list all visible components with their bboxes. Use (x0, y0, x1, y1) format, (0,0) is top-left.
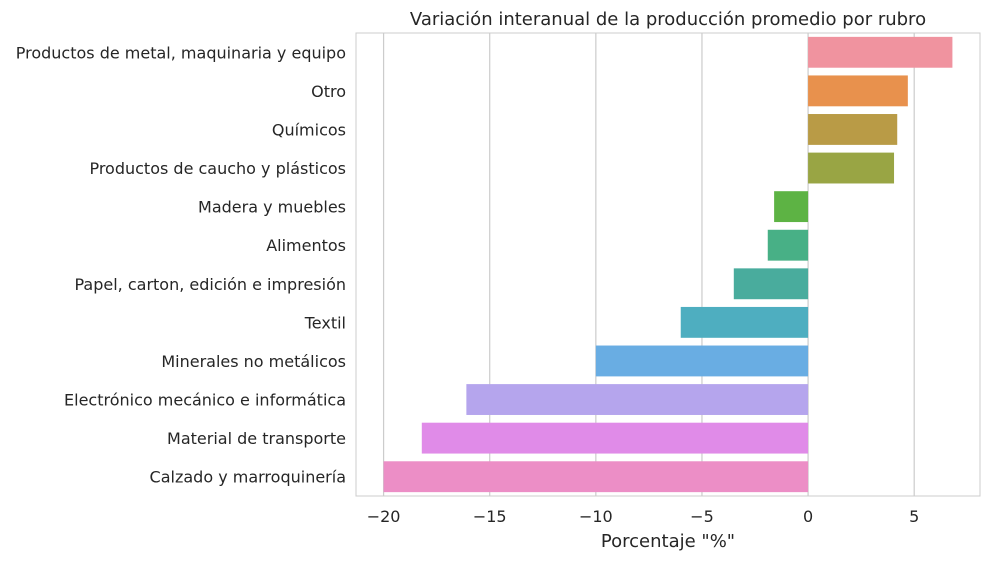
grid-lines (382, 33, 915, 496)
category-label: Productos de caucho y plásticos (89, 159, 346, 178)
category-label: Alimentos (266, 236, 346, 255)
bar (383, 461, 809, 493)
plot-frame (355, 32, 981, 497)
x-tick-label: −5 (690, 507, 714, 526)
category-label: Minerales no metálicos (161, 352, 346, 371)
chart-title: Variación interanual de la producción pr… (410, 9, 926, 30)
bar (421, 422, 809, 454)
bar (774, 191, 809, 223)
category-label: Madera y muebles (198, 198, 346, 217)
bar (680, 306, 809, 338)
category-label: Productos de metal, maquinaria y equipo (16, 43, 346, 62)
x-tick-label: −15 (473, 507, 507, 526)
bar (808, 36, 953, 68)
bar (466, 384, 809, 415)
bar (733, 268, 809, 300)
bar (808, 75, 908, 107)
bars (383, 36, 953, 493)
bar (808, 152, 895, 184)
category-label: Material de transporte (167, 429, 346, 448)
x-tick-label: −10 (579, 507, 613, 526)
bar (767, 229, 809, 261)
category-label: Calzado y marroquinería (150, 468, 346, 487)
x-tick-label: −20 (367, 507, 401, 526)
x-tick-label: 0 (803, 507, 813, 526)
x-axis-label: Porcentaje "%" (601, 531, 735, 552)
category-labels: Productos de metal, maquinaria y equipo O… (16, 43, 346, 486)
category-label: Textil (304, 313, 346, 332)
bar (808, 114, 898, 145)
x-tick-label: 5 (909, 507, 919, 526)
category-label: Otro (311, 82, 346, 101)
x-tick-labels: −20 −15 −10 −5 0 5 (367, 507, 920, 526)
category-label: Electrónico mecánico e informática (64, 391, 346, 410)
bar (595, 345, 809, 377)
category-label: Papel, carton, edición e impresión (74, 275, 346, 294)
category-label: Químicos (272, 120, 346, 139)
